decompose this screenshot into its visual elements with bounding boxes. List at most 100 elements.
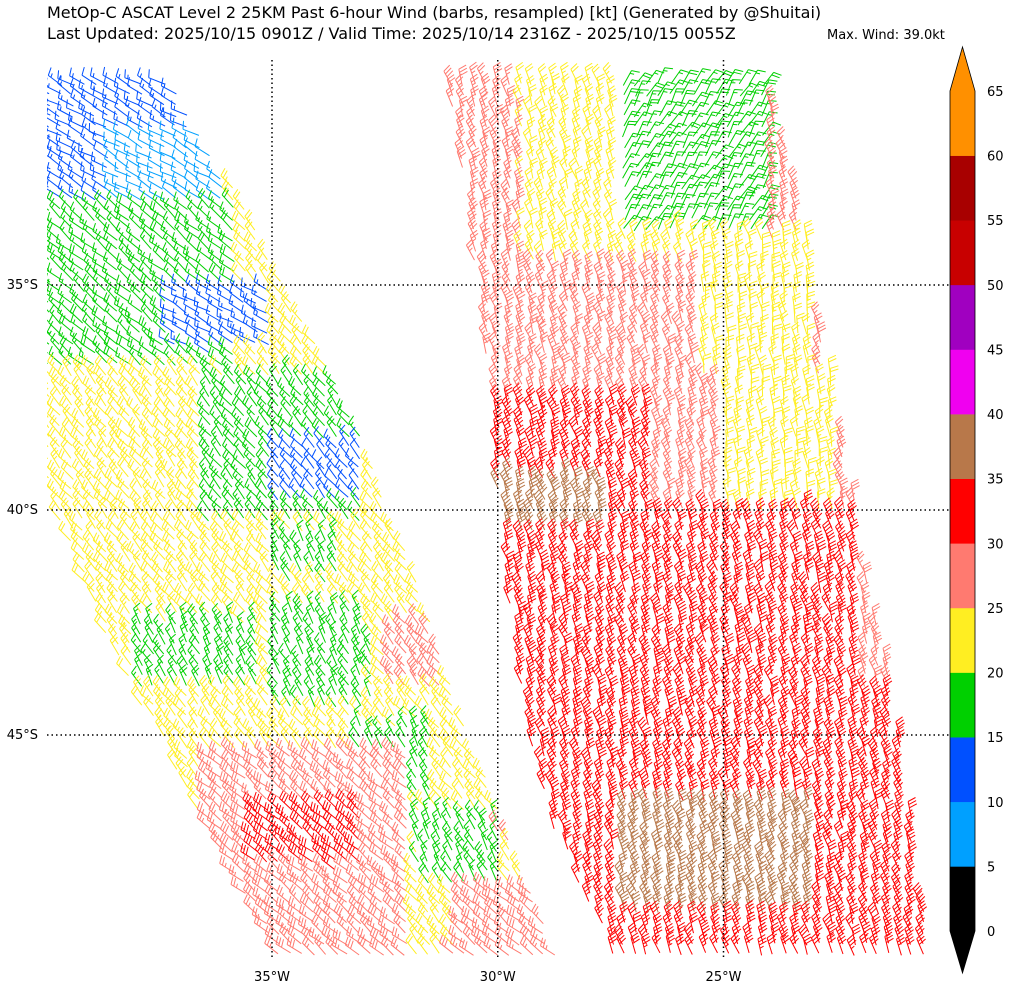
- wind-barb: [50, 489, 61, 511]
- wind-barb: [369, 926, 384, 946]
- wind-barb: [733, 714, 743, 736]
- wind-barb: [594, 145, 603, 168]
- wind-barb: [845, 911, 855, 934]
- wind-barb: [47, 352, 48, 354]
- wind-barb: [199, 489, 210, 511]
- wind-barb: [676, 249, 686, 272]
- wind-barb: [675, 933, 685, 955]
- wind-barb: [337, 560, 349, 582]
- wind-barb: [160, 172, 177, 189]
- wind-barb: [47, 180, 61, 198]
- wind-barb: [241, 437, 255, 458]
- wind-barb: [103, 138, 118, 158]
- wind-barb: [200, 467, 211, 489]
- colorbar-tick-label: 65: [987, 85, 1004, 100]
- wind-barb: [298, 915, 314, 934]
- wind-barb: [594, 612, 605, 634]
- wind-barb: [252, 801, 267, 820]
- wind-barb: [130, 581, 142, 603]
- wind-barb: [699, 550, 709, 573]
- wind-barb: [473, 882, 488, 902]
- wind-barb: [380, 844, 396, 863]
- wind-barb: [729, 591, 740, 614]
- wind-barb: [198, 457, 210, 479]
- wind-barb: [811, 757, 822, 779]
- wind-barb: [47, 197, 51, 201]
- wind-barb: [640, 486, 650, 509]
- wind-barb: [456, 145, 467, 168]
- wind-barb: [482, 332, 492, 354]
- wind-barb: [267, 767, 280, 789]
- wind-barb: [161, 179, 176, 199]
- wind-barb: [311, 873, 326, 892]
- wind-barb: [802, 437, 812, 459]
- wind-barb: [799, 590, 810, 612]
- wind-barb: [594, 395, 605, 418]
- wind-barb: [604, 416, 615, 439]
- wind-barb: [513, 413, 524, 436]
- wind-barb: [720, 715, 731, 738]
- wind-barb: [761, 79, 778, 96]
- wind-barb: [303, 373, 314, 395]
- wind-barb: [211, 509, 224, 531]
- wind-barb: [267, 344, 281, 365]
- wind-barb: [127, 77, 143, 95]
- wind-barb: [640, 414, 651, 437]
- wind-barb: [882, 849, 892, 872]
- wind-barb: [255, 250, 268, 272]
- wind-barb: [73, 362, 84, 384]
- wind-barb: [730, 932, 741, 954]
- wind-barb: [211, 528, 223, 550]
- wind-barb: [582, 103, 591, 126]
- wind-barb: [825, 632, 835, 655]
- wind-barb: [628, 725, 639, 748]
- wind-barb: [662, 260, 671, 283]
- wind-barb: [870, 777, 880, 799]
- wind-barb: [366, 855, 382, 873]
- wind-barb: [826, 643, 836, 666]
- wind-barb: [219, 842, 235, 861]
- wind-barb: [515, 621, 525, 643]
- wind-barb: [132, 530, 143, 553]
- wind-barb: [772, 459, 781, 480]
- wind-barb: [275, 737, 290, 757]
- wind-barb: [838, 706, 848, 728]
- wind-barb: [745, 312, 755, 335]
- wind-barb: [186, 769, 199, 790]
- wind-barb: [95, 373, 107, 395]
- colorbar-tick-label: 60: [987, 150, 1004, 165]
- colorbar-tick-label: 5: [987, 860, 995, 875]
- wind-barb: [82, 529, 95, 551]
- wind-barb: [641, 383, 651, 406]
- wind-barb: [806, 280, 816, 302]
- wind-barb: [136, 109, 153, 128]
- wind-barb: [337, 673, 348, 696]
- wind-barb: [171, 315, 188, 333]
- wind-barb: [604, 859, 615, 881]
- wind-barb: [629, 539, 640, 561]
- wind-barb: [336, 779, 349, 801]
- wind-barb: [514, 73, 523, 96]
- wind-barb: [188, 633, 200, 655]
- wind-barb: [730, 734, 741, 757]
- wind-barb: [513, 488, 523, 510]
- wind-barb: [404, 591, 418, 612]
- wind-barb: [688, 890, 698, 912]
- wind-barb: [545, 136, 555, 159]
- wind-barb: [409, 798, 419, 821]
- wind-barb: [513, 144, 523, 167]
- wind-barb: [47, 257, 50, 260]
- wind-barb: [313, 489, 326, 511]
- wind-barb: [391, 926, 408, 944]
- wind-barb: [360, 479, 373, 500]
- wind-barb: [692, 162, 710, 179]
- wind-barb: [584, 83, 594, 105]
- wind-barb: [710, 394, 719, 417]
- wind-barb: [230, 761, 246, 779]
- wind-barb: [885, 799, 895, 821]
- wind-barb: [240, 843, 256, 861]
- wind-barb: [688, 373, 698, 396]
- wind-barb: [693, 192, 709, 210]
- wind-barb: [722, 778, 733, 801]
- wind-barb: [126, 273, 141, 293]
